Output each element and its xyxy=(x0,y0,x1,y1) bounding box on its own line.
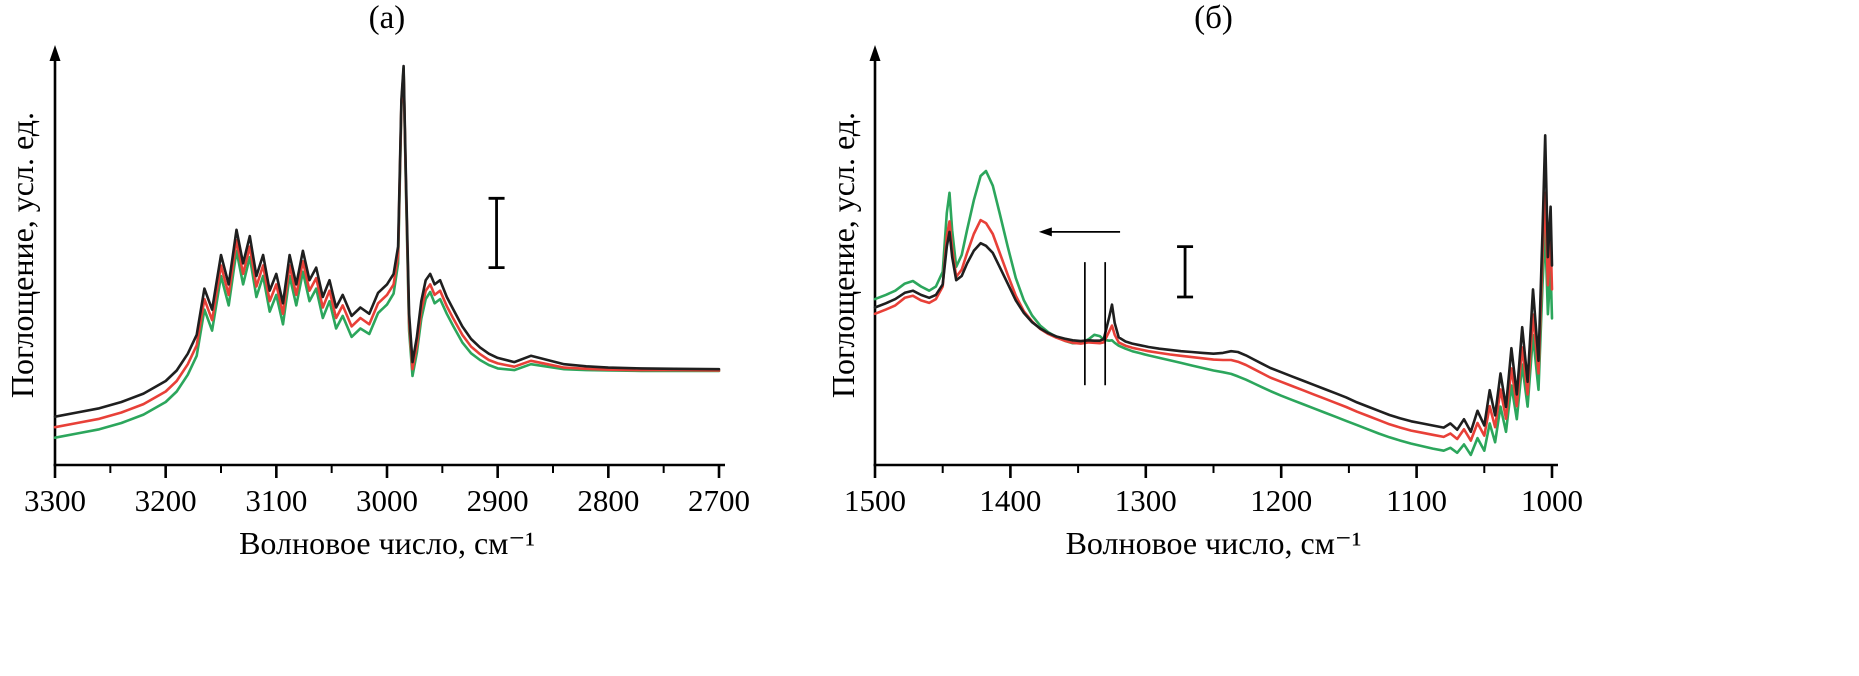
x-tick-label: 2800 xyxy=(577,483,639,518)
x-tick-label: 3300 xyxy=(24,483,86,518)
panel-a-xaxis-label: Волновое число, см⁻¹ xyxy=(239,525,535,561)
panel-b-xaxis-label: Волновое число, см⁻¹ xyxy=(1065,525,1362,561)
shift-arrow-head-icon xyxy=(1038,227,1052,237)
x-tick-label: 1200 xyxy=(1250,483,1312,518)
series-curve-red xyxy=(873,191,1554,442)
series-curve-green xyxy=(53,66,721,440)
x-tick-label: 1100 xyxy=(1386,483,1447,518)
x-tick-label: 2700 xyxy=(688,483,750,518)
series-curve-black xyxy=(873,134,1554,434)
x-tick-label: 3200 xyxy=(135,483,197,518)
series-curve-red xyxy=(53,68,721,429)
x-tick-label: 1400 xyxy=(979,483,1041,518)
x-tick-label: 2900 xyxy=(467,483,529,518)
panel-a-plot: 3300 3200 3100 3000 2900 2800 2700 xyxy=(24,45,750,518)
x-tick-label: 1300 xyxy=(1115,483,1177,518)
y-axis-arrowhead-icon xyxy=(869,45,881,61)
y-axis-arrowhead-icon xyxy=(49,45,61,61)
panel-a-yaxis-label: Поглощение, усл. ед. xyxy=(4,111,40,399)
x-tick-label: 3100 xyxy=(245,483,307,518)
x-tick-label: 3000 xyxy=(356,483,418,518)
series-curve-black xyxy=(53,64,721,419)
x-tick-label: 1000 xyxy=(1521,483,1583,518)
panel-a-title: (а) xyxy=(368,0,406,36)
x-tick-label: 1500 xyxy=(844,483,906,518)
panel-b-yaxis-label: Поглощение, усл. ед. xyxy=(825,111,861,399)
panel-b-plot: 1500 1400 1300 1200 1100 1000 xyxy=(844,45,1583,518)
series-curve-green xyxy=(873,169,1554,457)
panel-b-title: (б) xyxy=(1194,0,1233,36)
